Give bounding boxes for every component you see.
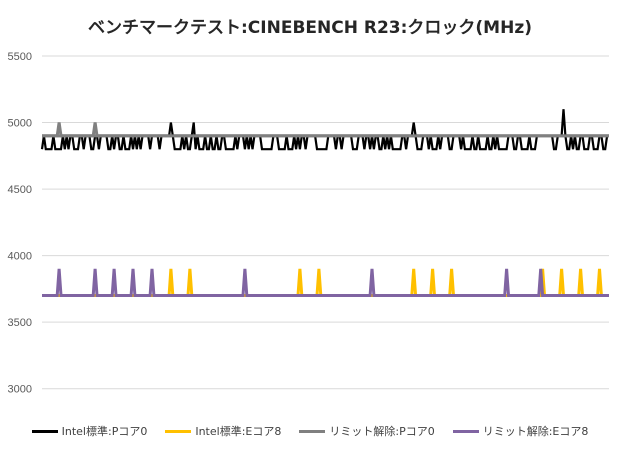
- chart-title: ベンチマークテスト:CINEBENCH R23:クロック(MHz): [88, 18, 532, 38]
- legend-item: リミット解除:Pコア0: [299, 423, 435, 439]
- legend-swatch: [31, 429, 58, 433]
- series-line-intel-e-core8: [42, 268, 609, 297]
- y-tick-label: 3500: [8, 317, 32, 329]
- legend-item: Intel標準:Eコア8: [165, 423, 281, 439]
- series-line-limit-e-core8: [42, 268, 609, 297]
- series-line-intel-p-core0: [40, 109, 609, 151]
- legend-item: リミット解除:Eコア8: [452, 423, 589, 439]
- y-tick-label: 5000: [8, 118, 32, 130]
- legend-label: リミット解除:Pコア0: [329, 425, 435, 438]
- series-line-limit-p-core0: [42, 122, 609, 138]
- legend-label: Intel標準:Pコア0: [61, 425, 148, 438]
- legend-swatch: [165, 429, 192, 433]
- y-tick-label: 3000: [8, 384, 32, 396]
- legend: Intel標準:Pコア0 Intel標準:Eコア8 リミット解除:Pコア0 リミ…: [0, 421, 620, 441]
- legend-label: Intel標準:Eコア8: [195, 425, 282, 438]
- legend-swatch: [452, 429, 479, 433]
- legend-item: Intel標準:Pコア0: [31, 423, 148, 439]
- legend-label: リミット解除:Eコア8: [482, 425, 589, 438]
- y-tick-label: 4500: [8, 184, 32, 196]
- y-tick-label: 5500: [8, 51, 32, 63]
- legend-swatch: [299, 429, 326, 433]
- y-tick-label: 4000: [8, 251, 32, 263]
